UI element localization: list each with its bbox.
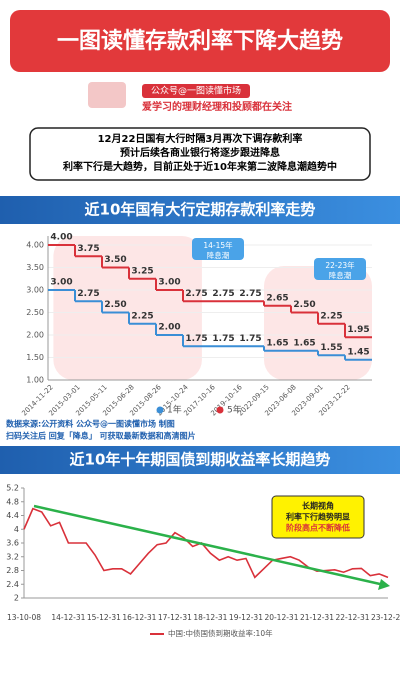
value-label: 2.00 xyxy=(158,323,180,333)
value-label: 3.00 xyxy=(50,278,72,288)
y-tick-label: 3.00 xyxy=(26,286,44,295)
section-bar xyxy=(0,196,400,224)
y-tick-label: 2.50 xyxy=(26,308,44,317)
y-tick-label: 3.6 xyxy=(6,539,19,548)
legend-label: 1年 xyxy=(167,404,182,416)
chart-title: 近10年十年期国债到期收益率长期趋势 xyxy=(70,451,331,469)
annotation-box xyxy=(314,258,366,280)
y-tick-label: 2.4 xyxy=(6,580,19,589)
value-label: 1.55 xyxy=(320,343,342,353)
value-label: 1.65 xyxy=(266,338,288,348)
x-tick-label: 20-12-31 xyxy=(264,613,298,622)
y-tick-label: 3.50 xyxy=(26,263,44,272)
value-label: 2.25 xyxy=(131,311,153,321)
x-tick-label: 18-12-31 xyxy=(193,613,227,622)
source: 数据来源:公开资料 公众号@一图读懂市场 制图 xyxy=(6,419,175,429)
y-tick-label: 1.50 xyxy=(26,353,44,362)
account: 公众号@一图读懂市场 xyxy=(151,85,241,97)
account-badge xyxy=(142,84,250,98)
value-label: 3.00 xyxy=(158,278,180,288)
value-label: 1.95 xyxy=(347,325,369,335)
annotation: 利率下行趋势明显 xyxy=(285,512,350,522)
x-tick-label: 16-12-31 xyxy=(122,613,156,622)
value-label: 2.75 xyxy=(185,289,207,299)
annotation: 14-15年降息潮 xyxy=(203,240,233,260)
value-label: 2.25 xyxy=(320,311,342,321)
x-tick-label: 14-12-31 xyxy=(51,613,85,622)
annotation: 22-23年降息潮 xyxy=(325,260,355,280)
value-label: 1.75 xyxy=(185,334,207,344)
value-label: 2.75 xyxy=(77,289,99,299)
legend-swatch xyxy=(216,406,224,414)
y-tick-label: 2 xyxy=(14,594,19,603)
y-tick-label: 2.00 xyxy=(26,331,44,340)
value-label: 4.00 xyxy=(50,233,72,243)
legend-swatch xyxy=(156,406,164,414)
header-banner xyxy=(10,10,390,72)
legend-label: 中国:中债国债到期收益率:10年 xyxy=(168,628,273,638)
x-tick-label: 19-12-31 xyxy=(229,613,263,622)
value-label: 1.45 xyxy=(347,347,369,357)
annotation-box xyxy=(271,495,365,539)
y-tick-label: 1.00 xyxy=(26,376,44,385)
x-tick-label: 13-10-08 xyxy=(7,613,41,622)
trend-arrowhead xyxy=(378,579,390,590)
x-tick-label: 21-12-31 xyxy=(300,613,334,622)
x-tick-label: 23-12-21 xyxy=(371,613,400,622)
notice-line: 预计后续各商业银行将逐步跟进降息 xyxy=(120,146,280,159)
notice-line: 12月22日国有大行时隔3月再次下调存款利率 xyxy=(98,132,303,145)
page-title: 一图读懂存款利率下降大趋势 xyxy=(57,28,343,54)
value-label: 2.50 xyxy=(104,300,126,310)
value-label: 1.65 xyxy=(293,338,315,348)
notice-box xyxy=(29,127,371,181)
value-label: 1.75 xyxy=(239,334,261,344)
series-line xyxy=(23,507,389,579)
notice-line: 利率下行是大趋势，目前正处于近10年来第二波降息潮趋势中 xyxy=(63,160,337,173)
x-tick-label: 15-12-31 xyxy=(87,613,121,622)
tagline: 爱学习的理财经理和投顾都在关注 xyxy=(142,100,292,113)
y-tick-label: 5.2 xyxy=(6,484,19,493)
legend-label: 5年 xyxy=(227,404,242,416)
y-tick-label: 4.00 xyxy=(26,241,44,250)
value-label: 3.25 xyxy=(131,266,153,276)
x-tick-label: 17-12-31 xyxy=(158,613,192,622)
chart-title: 近10年国有大行定期存款利率走势 xyxy=(85,201,316,219)
annotation: 长期视角 xyxy=(302,501,334,511)
source: 扫码关注后 回复「降息」 可获取最新数据和高清图片 xyxy=(6,431,196,441)
value-label: 2.50 xyxy=(293,300,315,310)
value-label: 3.50 xyxy=(104,255,126,265)
section-bar xyxy=(0,446,400,474)
trend-arrow xyxy=(33,504,381,586)
value-label: 2.65 xyxy=(266,293,288,303)
thumb-icon xyxy=(88,82,126,108)
annotation: 阶段高点不断降低 xyxy=(286,523,350,533)
y-tick-label: 2.8 xyxy=(6,566,19,575)
value-label: 2.75 xyxy=(212,289,234,299)
value-label: 3.75 xyxy=(77,244,99,254)
y-tick-label: 4 xyxy=(14,525,19,534)
annotation-box xyxy=(192,238,244,260)
y-tick-label: 4.8 xyxy=(6,497,19,506)
y-tick-label: 3.2 xyxy=(6,552,19,561)
x-tick-label: 22-12-31 xyxy=(335,613,369,622)
y-tick-label: 4.4 xyxy=(6,511,19,520)
value-label: 2.75 xyxy=(239,289,261,299)
band-highlight xyxy=(53,236,202,380)
value-label: 1.75 xyxy=(212,334,234,344)
